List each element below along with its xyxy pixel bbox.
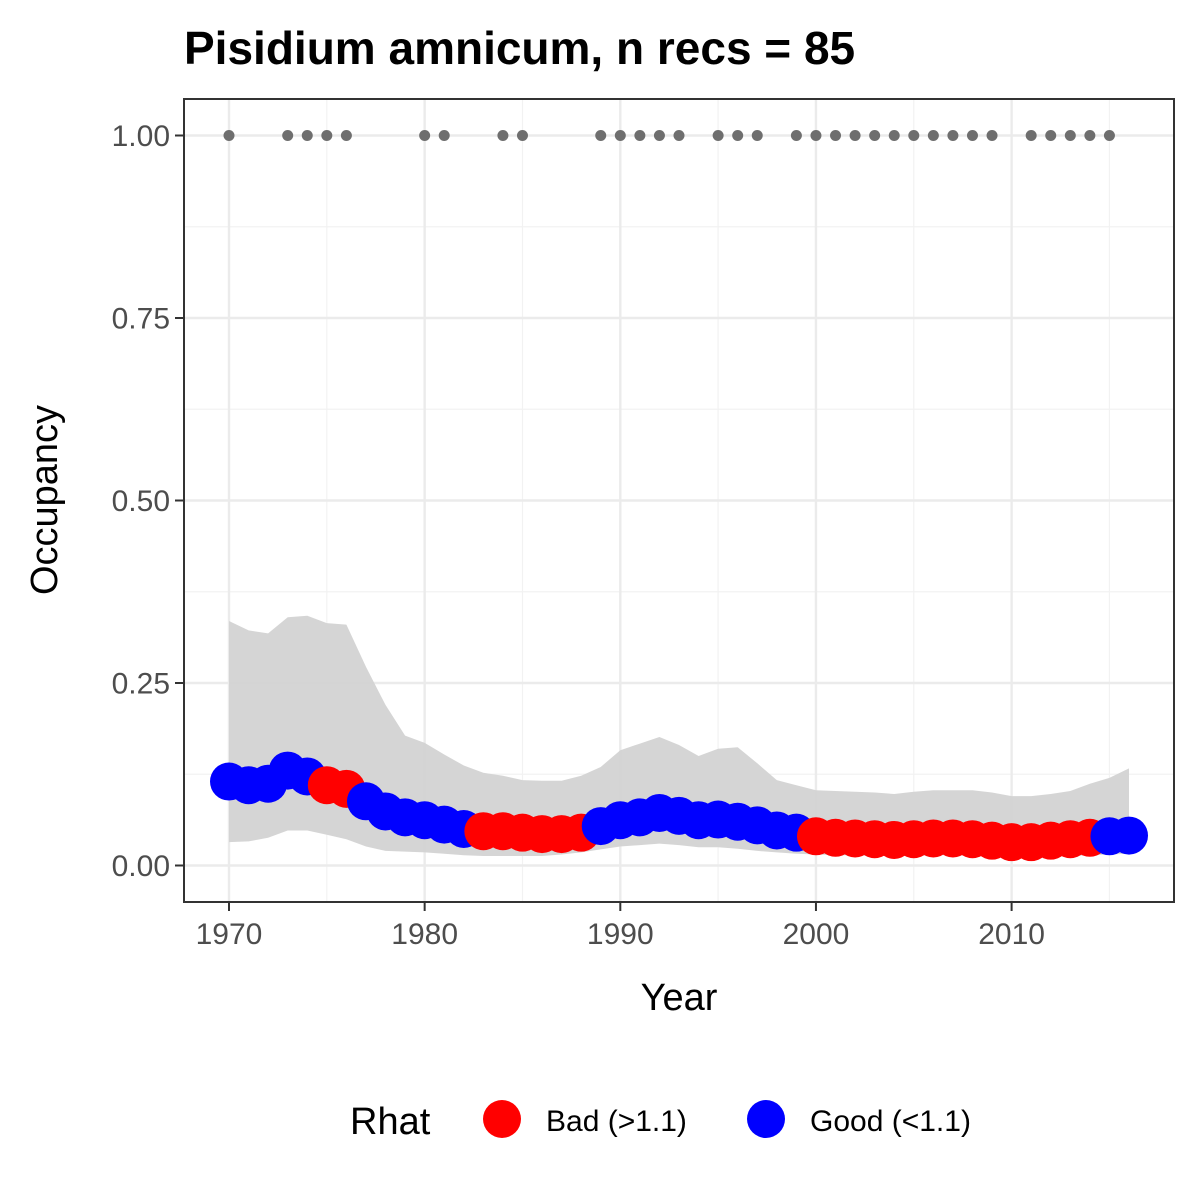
record-point xyxy=(419,130,431,141)
legend-label-good: Good (<1.1) xyxy=(810,1105,971,1138)
record-point xyxy=(673,130,685,141)
record-point xyxy=(712,130,724,141)
legend-label-bad: Bad (>1.1) xyxy=(546,1105,687,1138)
legend-title: Rhat xyxy=(350,1101,431,1143)
y-tick-label: 0.75 xyxy=(112,303,170,336)
record-point xyxy=(849,130,861,141)
chart-title: Pisidium amnicum, n recs = 85 xyxy=(184,22,855,74)
occupancy-points-layer xyxy=(210,751,1148,862)
record-point xyxy=(869,130,881,141)
x-tick-label: 1980 xyxy=(391,918,458,951)
x-axis: 1970 1980 1990 2000 2010 xyxy=(196,902,1045,951)
x-tick-label: 1970 xyxy=(196,918,263,951)
record-point xyxy=(340,130,352,141)
record-point xyxy=(888,130,900,141)
record-point xyxy=(732,130,744,141)
record-point xyxy=(1064,130,1076,141)
record-point xyxy=(653,130,665,141)
record-point xyxy=(966,130,978,141)
record-point xyxy=(634,130,646,141)
record-point xyxy=(595,130,607,141)
record-point xyxy=(614,130,626,141)
record-point xyxy=(516,130,528,141)
record-point xyxy=(947,130,959,141)
record-point xyxy=(751,130,763,141)
y-tick-label: 0.50 xyxy=(112,485,170,518)
record-point xyxy=(1103,130,1115,141)
record-point xyxy=(282,130,294,141)
x-tick-label: 2010 xyxy=(978,918,1045,951)
x-tick-label: 2000 xyxy=(783,918,850,951)
x-tick-label: 1990 xyxy=(587,918,654,951)
legend: Rhat Bad (>1.1) Good (<1.1) xyxy=(350,1100,971,1143)
record-point xyxy=(986,130,998,141)
record-point xyxy=(497,130,509,141)
record-point xyxy=(1045,130,1057,141)
record-point xyxy=(301,130,313,141)
record-point xyxy=(927,130,939,141)
record-point xyxy=(790,130,802,141)
record-point xyxy=(321,130,333,141)
y-axis: 0.00 0.25 0.50 0.75 1.00 xyxy=(112,120,184,883)
credible-interval-layer xyxy=(229,615,1129,857)
credible-interval-ribbon xyxy=(229,615,1129,857)
record-point xyxy=(1025,130,1037,141)
legend-key-bad xyxy=(483,1100,521,1138)
y-tick-label: 0.00 xyxy=(112,850,170,883)
record-point xyxy=(438,130,450,141)
x-axis-title: Year xyxy=(641,977,718,1019)
occupancy-point xyxy=(1110,816,1148,855)
record-point xyxy=(908,130,920,141)
y-tick-label: 1.00 xyxy=(112,120,170,153)
record-point xyxy=(1084,130,1096,141)
y-axis-title: Occupancy xyxy=(24,405,66,595)
record-point xyxy=(223,130,235,141)
y-tick-label: 0.25 xyxy=(112,668,170,701)
legend-key-good xyxy=(747,1100,785,1138)
record-points-layer xyxy=(223,130,1115,141)
record-point xyxy=(810,130,822,141)
record-point xyxy=(830,130,842,141)
